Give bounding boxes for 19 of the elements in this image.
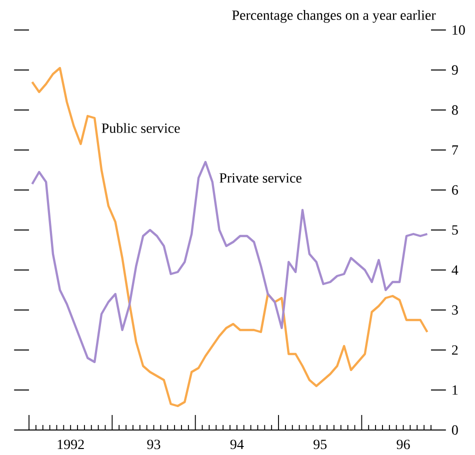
y-tick-label: 2 [452,345,458,355]
y-tick-label: 8 [452,105,458,115]
y-tick-label: 7 [452,145,458,155]
x-tick-label: 95 [314,440,327,450]
y-tick-label: 0 [452,425,458,435]
series-label: Private service [220,173,302,183]
series-label: Public service [102,123,180,133]
y-tick-label: 6 [452,185,458,195]
y-tick-label: 1 [452,385,458,395]
x-tick-label: 94 [230,440,244,450]
y-tick-label: 3 [452,305,458,315]
y-tick-label: 4 [452,265,458,275]
y-axis-title: Percentage changes on a year earlier [232,10,436,23]
y-tick-label: 5 [452,225,458,235]
x-tick-label: 96 [396,440,410,450]
y-tick-label: 9 [452,65,458,75]
y-tick-label: 10 [452,25,465,35]
x-tick-label: 93 [147,440,160,450]
x-tick-label: 1992 [58,440,84,450]
